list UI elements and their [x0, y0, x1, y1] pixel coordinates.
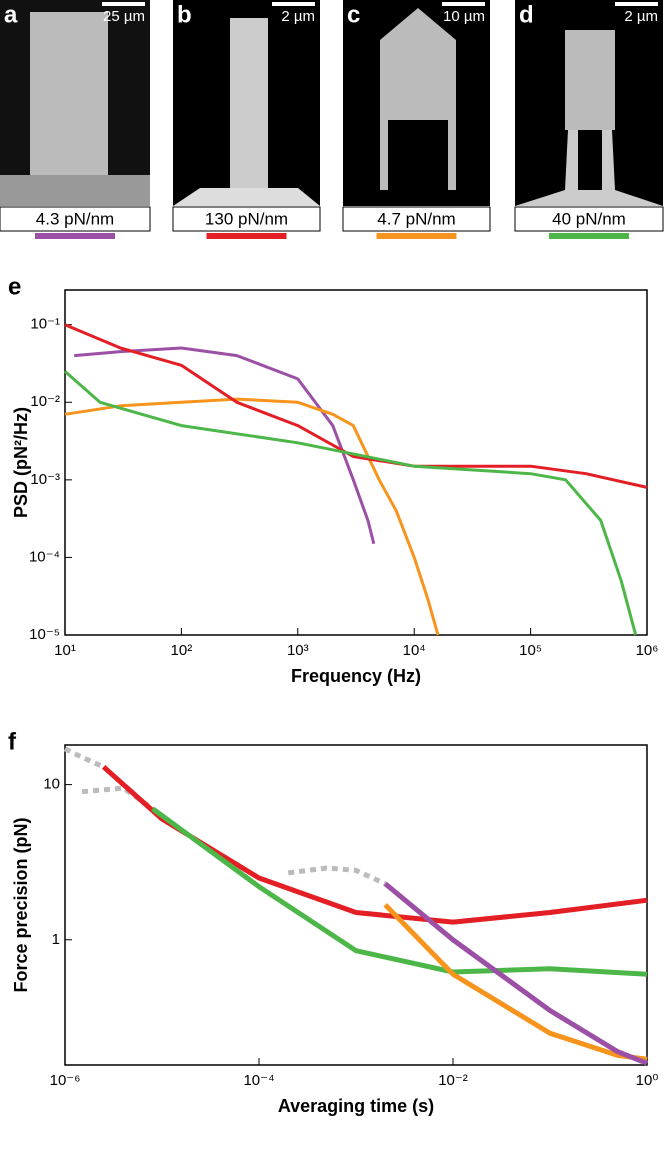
stiffness-label: 40 pN/nm: [552, 209, 626, 228]
color-key: [35, 233, 115, 239]
y-tick-label: 10: [43, 776, 60, 793]
x-tick-label: 10⁵: [519, 642, 542, 659]
base: [0, 175, 150, 206]
x-tick-label: 10¹: [54, 642, 76, 659]
label-box: [172, 206, 321, 232]
data-line: [151, 806, 648, 977]
base: [173, 188, 320, 206]
x-axis-label: Averaging time (s): [278, 1096, 434, 1116]
x-tick-label: 10⁻⁶: [50, 1072, 81, 1089]
beam: [380, 8, 456, 120]
data-line: [64, 370, 638, 636]
label-box: [342, 206, 491, 232]
beam: [30, 12, 108, 182]
panel-label: c: [347, 1, 360, 28]
leg: [448, 120, 456, 190]
x-tick-label: 10²: [171, 642, 193, 659]
micrographs: [0, 0, 663, 206]
color-key: [206, 233, 287, 239]
y-tick-label: 10⁻³: [30, 471, 60, 488]
beam: [230, 18, 268, 188]
data-line: [64, 397, 440, 636]
scale-label: 2 µm: [624, 8, 658, 25]
x-tick-label: 10⁴: [403, 642, 426, 659]
data-line: [383, 903, 648, 1062]
leg: [380, 120, 388, 190]
data-line: [101, 765, 648, 925]
data-line: [81, 785, 155, 811]
color-key: [376, 233, 457, 239]
y-axis-label: PSD (pN²/Hz): [11, 407, 31, 518]
panel-label: f: [8, 728, 17, 755]
label-box: [0, 206, 151, 232]
data-line: [383, 881, 648, 1066]
stiffness-label: 130 pN/nm: [205, 209, 288, 228]
color-key: [549, 233, 629, 239]
panel-label: e: [8, 273, 21, 300]
y-tick-label: 10⁻²: [30, 393, 60, 410]
x-tick-label: 10⁶: [636, 642, 659, 659]
label-box: [514, 206, 664, 232]
y-tick-label: 10⁻¹: [30, 316, 60, 333]
y-tick-label: 10⁻⁵: [29, 626, 60, 643]
y-axis-label: Force precision (pN): [11, 817, 31, 992]
stiffness-label: 4.3 pN/nm: [36, 209, 114, 228]
plot-frame: [64, 744, 648, 1066]
stiffness-label: 4.7 pN/nm: [377, 209, 455, 228]
panel-label: a: [4, 1, 18, 28]
data-line: [287, 865, 387, 886]
panel-label: b: [177, 1, 192, 28]
y-tick-label: 1: [52, 931, 60, 948]
x-tick-label: 10⁰: [636, 1072, 659, 1089]
data-line: [74, 346, 376, 545]
scale-label: 2 µm: [281, 8, 315, 25]
beam: [565, 30, 615, 130]
data-line: [64, 323, 648, 489]
x-tick-label: 10³: [287, 642, 309, 659]
x-tick-label: 10⁻⁴: [243, 1072, 274, 1089]
base: [515, 130, 663, 206]
panel-label: d: [519, 1, 534, 28]
x-axis-label: Frequency (Hz): [291, 666, 421, 686]
x-tick-label: 10⁻²: [438, 1072, 468, 1089]
data-line: [63, 746, 105, 770]
scale-label: 10 µm: [443, 8, 485, 25]
scale-label: 25 µm: [103, 8, 145, 25]
y-tick-label: 10⁻⁴: [29, 548, 60, 565]
plot-frame: [64, 289, 648, 636]
